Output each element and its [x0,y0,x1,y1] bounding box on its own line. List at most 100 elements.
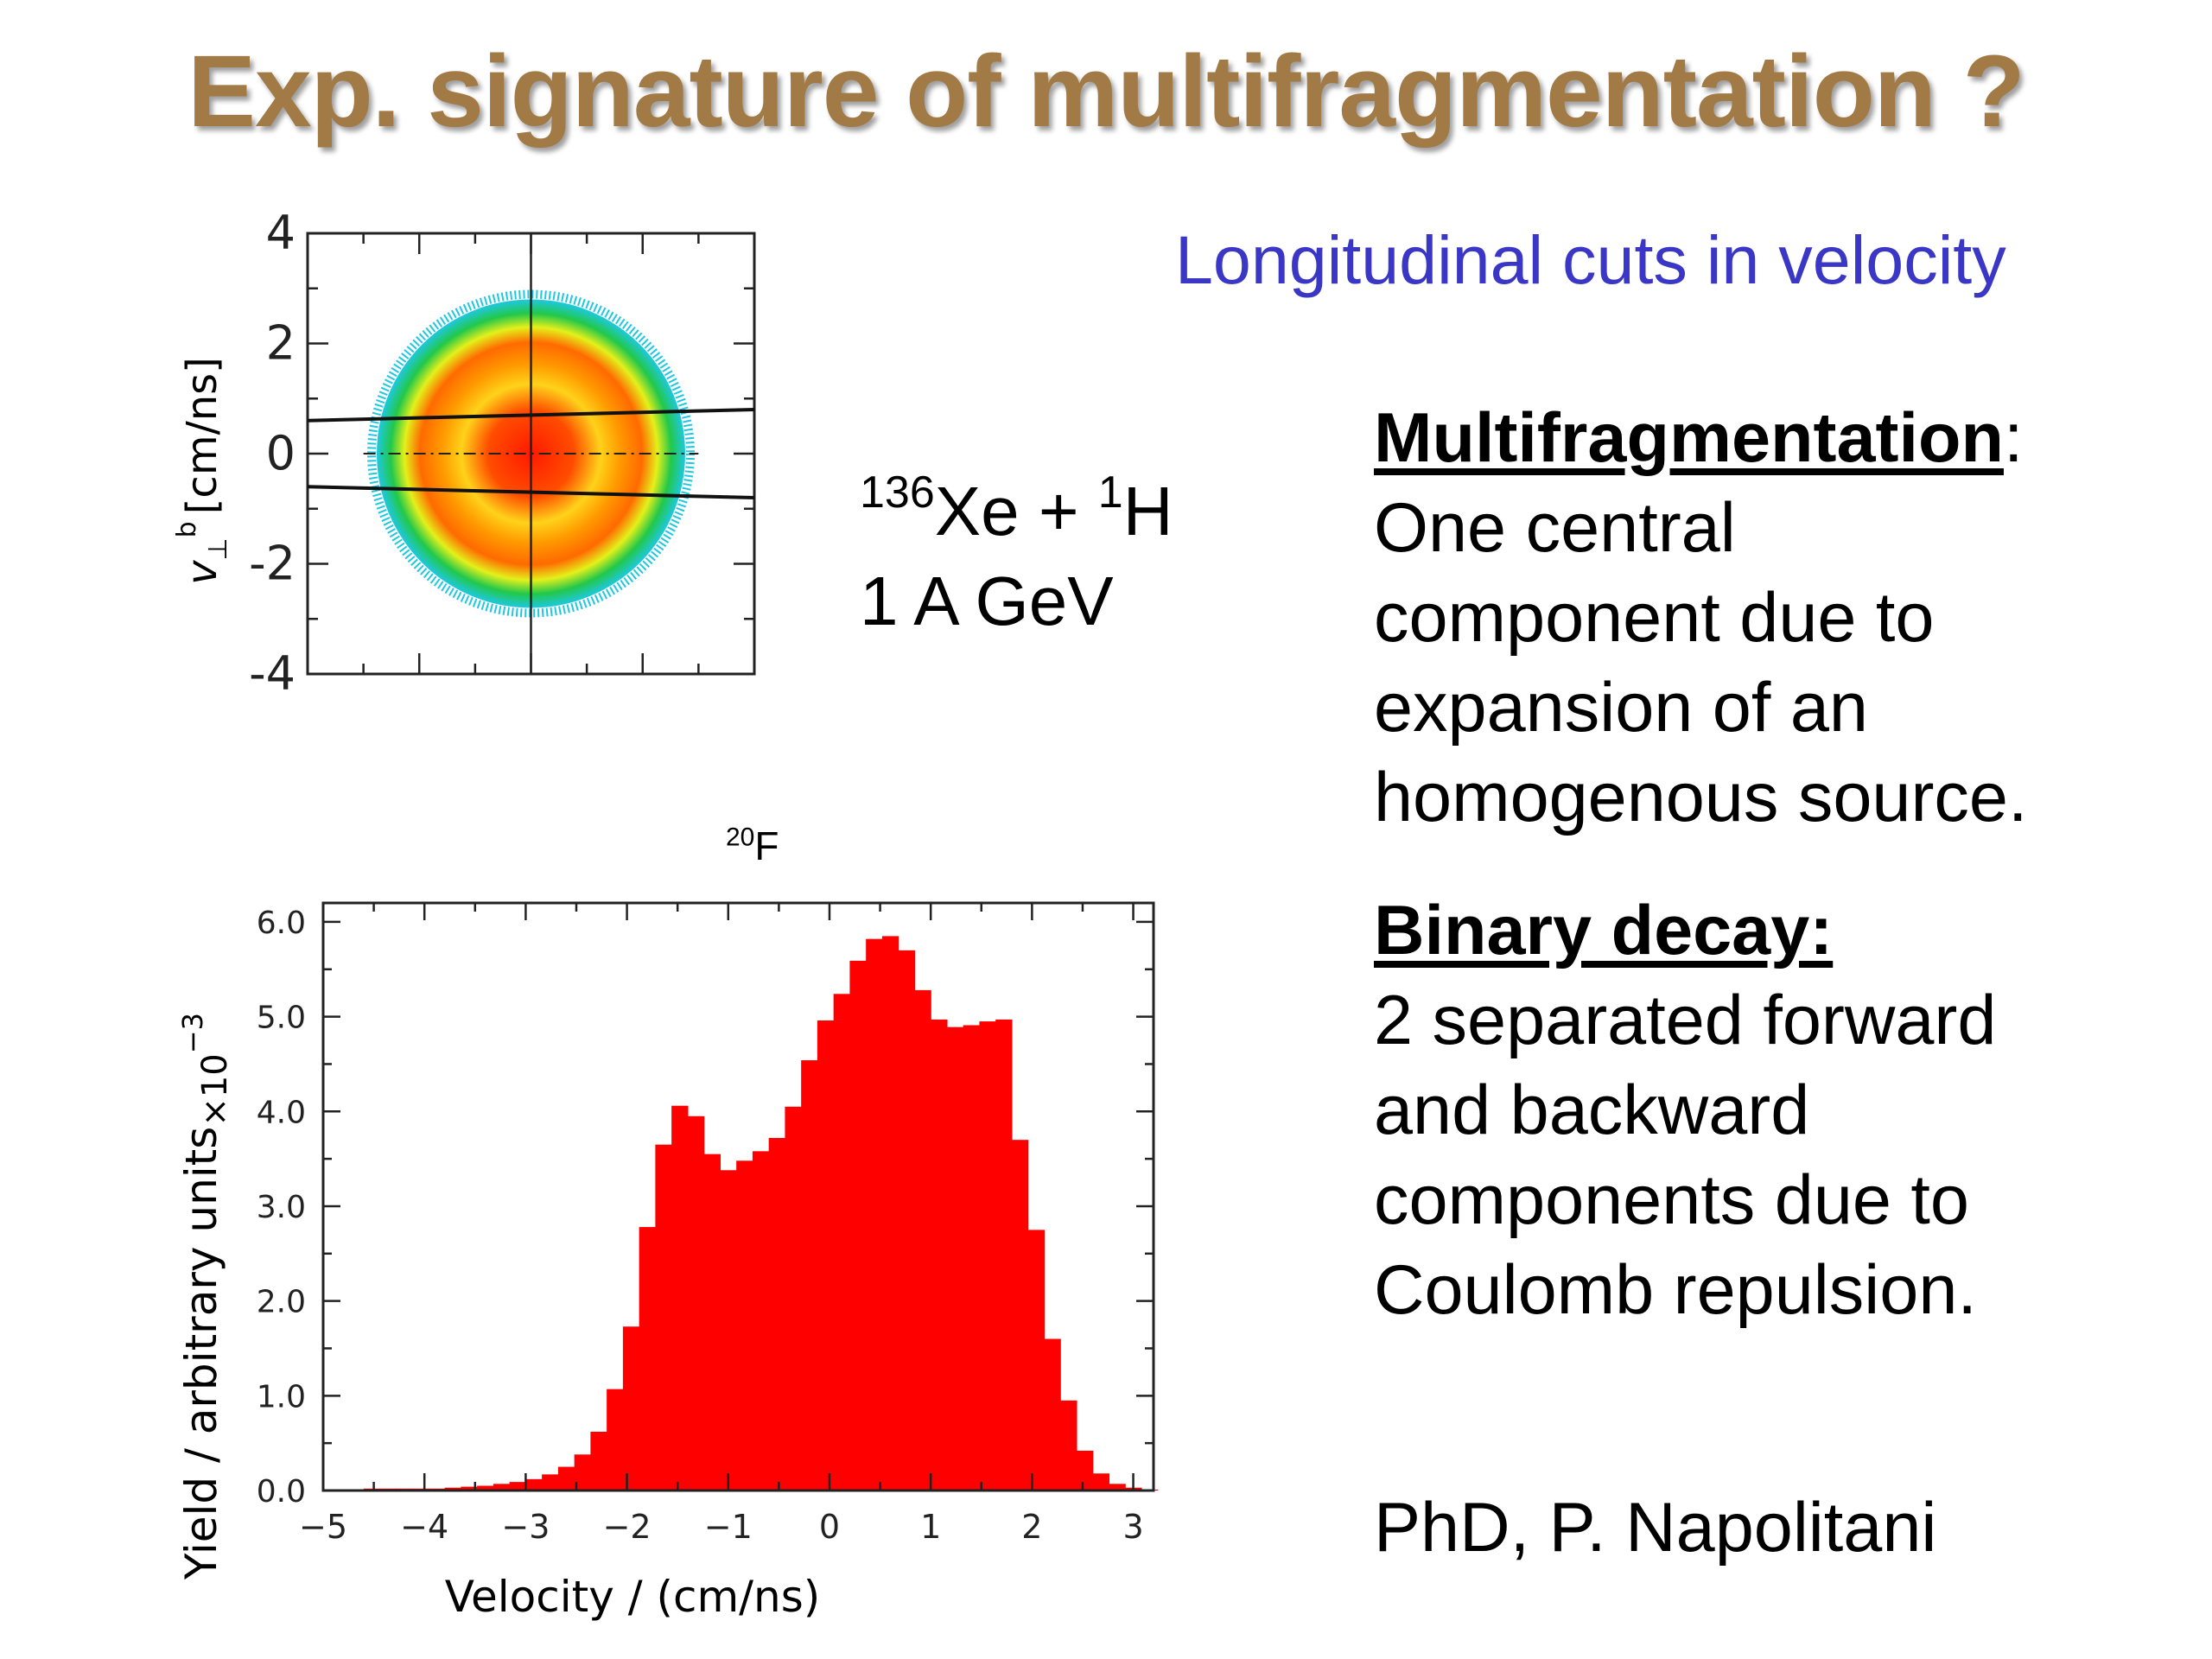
slide-subtitle: Longitudinal cuts in velocity [1175,221,2006,298]
mf-line: expansion of an [1374,669,1868,747]
heatmap-tick-labels: 4 2 0 -2 -4 [249,206,296,701]
heatmap-marks [307,233,755,674]
histogram-bar [655,1144,672,1491]
multifragmentation-block: Multifragmentation: One central componen… [1374,393,2028,842]
histogram-bar [914,989,931,1491]
reaction-formula: 136Xe + 1H [860,467,1173,556]
histogram-bar [898,950,916,1491]
histogram-x-tick-label: −3 [501,1508,550,1546]
histogram-bar [752,1151,770,1491]
binary-decay-heading: Binary decay: [1374,892,1834,969]
histogram-bar [785,1106,802,1491]
reaction-label: 136Xe + 1H 1 A GeV [860,467,1173,646]
credit: PhD, P. Napolitani [1374,1489,1937,1567]
target: H [1122,473,1173,550]
histogram-bar [590,1432,607,1491]
histogram-bar [720,1170,737,1491]
histogram-bar [703,1154,721,1491]
histogram-bar [995,1019,1013,1491]
histogram-bar [1027,1230,1046,1491]
histogram-axes-frame [321,901,1155,1492]
histogram-x-tick-label: −4 [400,1508,448,1546]
histogram-bar [509,1482,526,1491]
histogram-bar [1092,1473,1110,1491]
projectile-mass: 136 [860,467,935,518]
histogram-y-tick-label: 3.0 [257,1190,306,1225]
histogram-x-tick-label: −2 [603,1508,652,1546]
histogram-bar [461,1486,478,1491]
histogram-bar [639,1227,656,1491]
histogram-y-axis-label: Yield / arbitrary units×10−3 [176,1013,235,1580]
mf-line: homogenous source. [1374,759,2028,836]
histogram-bar [557,1466,575,1491]
histogram-bar [687,1116,705,1491]
histogram-bar [525,1478,543,1491]
bd-line: 2 separated forward [1374,982,1997,1059]
histogram-bar [1044,1338,1061,1491]
histogram-y-tick-label: 2.0 [257,1285,306,1320]
heatmap-y-tick-label: 4 [266,206,296,260]
bd-line: and backward [1374,1071,1810,1149]
histogram-y-tick-label: 5.0 [257,1001,306,1036]
target-mass: 1 [1097,467,1123,518]
heading-colon: : [2003,399,2024,477]
histogram-bar [607,1389,624,1491]
histogram-bar [1109,1484,1126,1491]
histogram-bar [736,1160,753,1491]
histogram-bar [881,936,899,1491]
histogram-bar [768,1138,786,1491]
projectile: Xe + [934,473,1098,550]
histogram-bar [622,1326,640,1491]
multifragmentation-heading: Multifragmentation [1374,399,2004,477]
heatmap-y-tick-label: 0 [266,426,296,480]
histogram-tick-labels: −5 −4 −3 −2 −1 0 1 2 3 0.0 1.0 2.0 3.0 4.0 5.0 6.0 [257,906,1144,1546]
histogram-x-tick-label: 0 [819,1508,840,1546]
histogram-x-axis-label: Velocity / (cm/ns) [445,1572,821,1622]
mf-line: component due to [1374,579,1935,657]
velocity-histogram: −5 −4 −3 −2 −1 0 1 2 3 0.0 1.0 2.0 3.0 4.0 5.0 6.0 Velo… [176,901,1159,1622]
histogram-bar [493,1484,511,1491]
histogram-x-tick-label: −1 [704,1508,753,1546]
histogram-bar [671,1105,689,1491]
histogram-x-tick-label: 2 [1021,1508,1042,1546]
binary-decay-block: Binary decay: 2 separated forward and ba… [1374,886,1996,1335]
histogram-bar [849,960,867,1491]
histogram-bar [444,1487,461,1491]
histogram-bar [1011,1140,1029,1491]
histogram-bar [542,1474,559,1491]
histogram-bar [931,1019,948,1491]
histogram-bars [331,936,1159,1491]
histogram-bar [817,1020,835,1491]
velocity-distribution-plot: 4 2 0 -2 -4 v⊥b[cm/ns] [172,206,756,701]
histogram-x-tick-label: 3 [1122,1508,1143,1546]
histogram-y-tick-label: 0.0 [257,1474,306,1510]
heatmap-y-tick-label: -2 [249,537,296,591]
heatmap-y-axis-label: v⊥b[cm/ns] [172,357,233,585]
histogram-bar [946,1027,964,1491]
slide-title: Exp. signature of multifragmentation ? [188,35,2024,149]
bd-line: Coulomb repulsion. [1374,1251,1977,1329]
bd-line: components due to [1374,1161,1969,1239]
histogram-bar [1060,1400,1077,1491]
histogram-bar [833,994,851,1491]
histogram-bar [963,1025,981,1491]
histogram-y-tick-label: 4.0 [257,1095,306,1130]
histogram-frame [321,901,1155,1492]
mf-line: One central [1374,489,1736,567]
heatmap-y-tick-label: -4 [249,646,296,701]
histogram-y-tick-label: 6.0 [257,906,306,941]
beam-energy: 1 A GeV [860,563,1114,639]
histogram-bar [477,1485,494,1491]
histogram-bar [574,1454,591,1491]
histogram-isotope-label: 20F [726,823,779,869]
histogram-bar [801,1060,818,1491]
histogram-x-tick-label: 1 [920,1508,941,1546]
isotope-mass: 20 [726,823,755,852]
isotope-element: F [754,823,779,868]
cut-line-2 [307,485,755,499]
histogram-x-tick-label: −5 [299,1508,347,1546]
cut-line-1 [307,408,755,423]
histogram-bar [866,938,883,1491]
histogram-bar [979,1021,996,1491]
heatmap-y-tick-label: 2 [266,316,296,371]
